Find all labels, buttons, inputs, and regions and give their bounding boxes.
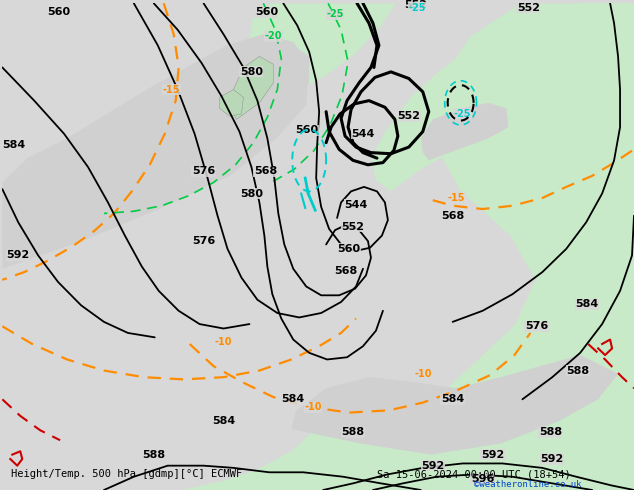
Text: -10: -10 xyxy=(414,369,432,379)
Text: ©weatheronline.co.uk: ©weatheronline.co.uk xyxy=(474,480,582,489)
Text: Sa 15-06-2024 00:00 UTC (18+54): Sa 15-06-2024 00:00 UTC (18+54) xyxy=(377,469,571,479)
Polygon shape xyxy=(371,3,634,490)
Text: 568: 568 xyxy=(441,211,464,220)
Text: 584: 584 xyxy=(281,394,305,404)
Polygon shape xyxy=(231,56,273,120)
Text: 576: 576 xyxy=(192,167,215,176)
Text: 560: 560 xyxy=(48,7,70,17)
Text: 552: 552 xyxy=(517,3,540,13)
Polygon shape xyxy=(3,34,309,269)
Text: 552: 552 xyxy=(404,0,427,10)
Text: -20: -20 xyxy=(264,31,282,42)
Text: -25: -25 xyxy=(454,109,472,119)
Text: 544: 544 xyxy=(351,129,375,139)
Text: 580: 580 xyxy=(240,67,263,77)
Text: 552: 552 xyxy=(398,111,420,121)
Text: -15: -15 xyxy=(163,85,181,95)
Text: 584: 584 xyxy=(441,394,464,404)
Text: 588: 588 xyxy=(342,427,365,438)
Text: -25: -25 xyxy=(327,9,344,19)
Text: 560: 560 xyxy=(255,7,278,17)
Text: 584: 584 xyxy=(3,140,26,150)
Text: 568: 568 xyxy=(254,167,277,176)
Text: 592: 592 xyxy=(6,250,30,261)
Text: Height/Temp. 500 hPa [gdmp][°C] ECMWF: Height/Temp. 500 hPa [gdmp][°C] ECMWF xyxy=(11,469,243,479)
Text: -25: -25 xyxy=(408,3,425,13)
Text: 552: 552 xyxy=(342,222,365,232)
Polygon shape xyxy=(371,3,634,191)
Text: 588: 588 xyxy=(142,450,165,460)
Text: 544: 544 xyxy=(344,199,368,210)
Text: 592: 592 xyxy=(541,454,564,464)
Polygon shape xyxy=(291,355,618,455)
Text: 584: 584 xyxy=(576,299,598,309)
Text: 576: 576 xyxy=(525,321,548,331)
Text: 592: 592 xyxy=(481,450,504,460)
Polygon shape xyxy=(219,90,243,116)
Text: 592: 592 xyxy=(421,461,444,471)
Text: 580: 580 xyxy=(240,189,263,198)
Text: 560: 560 xyxy=(337,244,361,254)
Polygon shape xyxy=(421,103,508,160)
Text: 588: 588 xyxy=(567,366,590,375)
Text: 560: 560 xyxy=(295,125,319,136)
Polygon shape xyxy=(371,429,634,490)
Polygon shape xyxy=(249,3,396,92)
Text: -15: -15 xyxy=(448,193,465,203)
Text: -10: -10 xyxy=(215,337,232,347)
Polygon shape xyxy=(207,45,309,149)
Text: 588: 588 xyxy=(539,427,562,438)
Text: 596: 596 xyxy=(471,474,495,484)
Polygon shape xyxy=(182,385,421,490)
Text: 576: 576 xyxy=(192,236,215,246)
Text: 568: 568 xyxy=(334,266,358,276)
Text: 584: 584 xyxy=(212,416,235,426)
Text: -10: -10 xyxy=(304,402,322,412)
